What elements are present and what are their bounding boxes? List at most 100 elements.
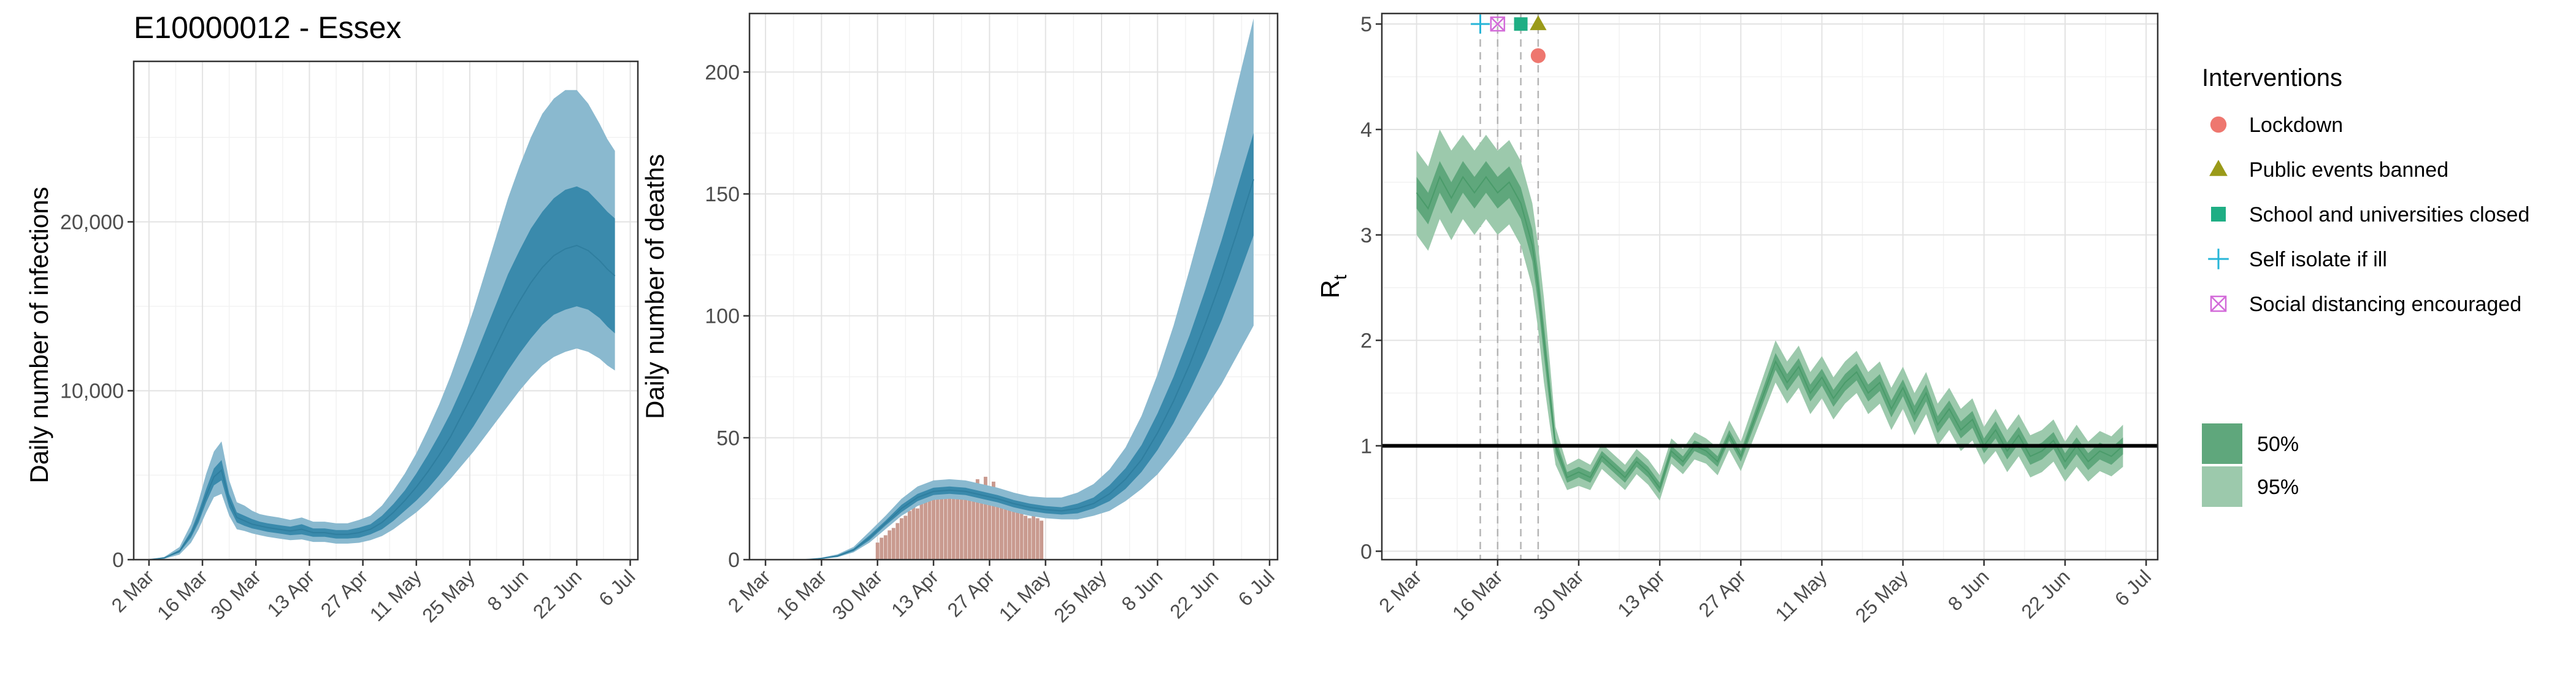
death-bar [948,484,952,560]
y-tick-label: 0 [728,549,740,572]
x-tick-label: 25 May [1851,565,1912,627]
death-bar [995,496,1000,560]
death-bar [1003,501,1008,560]
x-tick-label: 27 Apr [943,565,999,621]
y-tick-label: 5 [1360,13,1372,36]
x-tick-label: 8 Jun [1117,565,1167,615]
legend-marker [2209,160,2228,176]
median-line [805,179,1254,560]
median-line [148,244,616,560]
death-bar [940,486,944,560]
legend-label: School and universities closed [2249,203,2529,226]
y-tick-label: 50 [716,426,740,450]
death-bar [932,496,935,560]
y-tick-label: 100 [705,305,740,328]
x-tick-label: 22 Jun [1165,565,1222,622]
death-bar [899,518,903,560]
death-bar [1024,515,1028,560]
x-tick-label: 8 Jun [1944,565,1993,615]
x-tick-label: 25 May [418,565,479,627]
legend-label: Public events banned [2249,158,2448,182]
death-bar [903,515,908,560]
intervention-marker [1490,16,1506,32]
x-tick-label: 2 Mar [1374,565,1426,617]
death-bar [1011,506,1016,560]
legend-marker [2211,207,2226,222]
gridlines [749,14,1278,560]
panel-border [1381,12,2159,561]
death-bar [943,488,948,560]
y-tick-label: 0 [1360,540,1372,563]
ci-95-band [805,18,1254,560]
legend-ci: 50% 95% [2202,423,2299,507]
death-bar [967,488,972,560]
y-tick-label: 4 [1360,118,1372,142]
legend-marker [2210,295,2227,312]
death-bar [999,493,1003,560]
x-tick-label: 30 Mar [1529,565,1588,624]
y-tick-label: 0 [112,549,124,572]
intervention-marker [1471,14,1490,34]
death-bar [1008,503,1011,560]
death-bar [1040,520,1044,560]
ci-50-band [148,186,615,560]
y-axis-label: Daily number of infections [25,187,53,483]
death-bar [1027,518,1032,560]
death-bar [1016,511,1019,560]
x-tick-label: 13 Apr [1613,565,1669,621]
death-bar [1032,515,1036,560]
x-tick-label: 13 Apr [887,565,943,621]
legend: Interventions Lockdown Public events bann… [2202,64,2529,507]
y-tick-label: 2 [1360,330,1372,353]
x-tick-label: 6 Jul [2110,565,2155,610]
legend-ci-swatch [2202,466,2242,507]
death-bar [979,486,984,560]
x-tick-label: 6 Jul [594,565,639,610]
legend-label: Social distancing encouraged [2249,293,2521,316]
panel-border [748,12,1279,561]
death-bar [880,538,884,560]
x-tick-label: 11 May [995,565,1055,625]
x-tick-label: 8 Jun [483,565,532,615]
death-bar [891,528,895,560]
death-bar [916,508,919,560]
x-tick-label: 27 Apr [1694,565,1750,621]
y-tick-label: 3 [1360,224,1372,247]
x-tick-label: 16 Mar [1448,565,1507,624]
x-tick-label: 11 May [366,565,426,625]
panel-border [132,60,639,561]
legend-label: Lockdown [2249,114,2343,137]
ci-50-band [805,133,1254,560]
death-bar [1019,513,1024,560]
rt-panel: 0 1 2 3 4 5 2 Mar 16 Mar 30 Mar 13 Apr 27 Apr 11 Ma… [1316,12,2159,627]
death-bar [911,506,916,560]
death-bar [987,491,992,560]
x-tick-label: 6 Jul [1234,565,1279,610]
death-bar [964,481,968,560]
legend-title: Interventions [2202,64,2342,91]
death-bar [991,481,995,560]
death-bar [927,491,932,560]
panel-title: E10000012 - Essex [134,10,401,45]
x-tick-label: 30 Mar [206,565,265,624]
death-bar [1035,518,1040,560]
ci-50-band [1416,161,2123,493]
death-bar [875,542,880,560]
death-bar [883,535,887,560]
intervention-marker [1530,48,1546,63]
y-tick-label: 20,000 [60,210,124,234]
death-bar [907,511,911,560]
x-tick-label: 25 May [1049,565,1111,627]
x-tick-label: 16 Mar [772,565,830,624]
x-tick-label: 27 Apr [316,565,372,621]
observed-deaths-bars [875,476,1044,560]
x-tick-label: 30 Mar [828,565,887,624]
legend-interventions: Lockdown Public events banned School and u… [2208,114,2529,316]
legend-marker [2208,249,2229,269]
legend-ci-label: 50% [2257,433,2299,456]
x-tick-label: 22 Jun [2017,565,2074,622]
legend-marker [2210,116,2227,133]
legend-label: Self isolate if ill [2249,248,2387,271]
